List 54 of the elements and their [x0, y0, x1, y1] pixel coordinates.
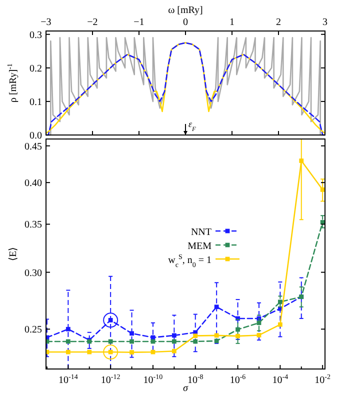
- point: [108, 339, 113, 344]
- point: [172, 339, 176, 344]
- y-tick-label: 0.0: [30, 130, 42, 142]
- y-tick-label: 0.45: [24, 141, 42, 152]
- x-tick-label: 2: [276, 17, 281, 28]
- annotation: ε$_{F}$: [188, 119, 196, 132]
- y-tick-label: 0.30: [24, 268, 42, 279]
- legend-label: MEM: [188, 241, 212, 252]
- point: [320, 187, 325, 192]
- y-tick-label: 0.2: [30, 63, 42, 74]
- x-axis-title: σ: [183, 383, 190, 393]
- point: [256, 332, 262, 338]
- x-tick-label: 3: [322, 17, 328, 28]
- point: [66, 326, 70, 332]
- point: [299, 158, 304, 163]
- x-tick-label: 10$^{-6}$: [230, 373, 246, 386]
- point: [214, 304, 219, 310]
- x-tick-label: 10$^{-4}$: [272, 373, 289, 386]
- point: [66, 350, 70, 354]
- x-tick-label: 0: [183, 17, 188, 28]
- point: [193, 334, 198, 338]
- y-tick-label: 0.1: [30, 96, 42, 108]
- y-tick-label: 0.25: [24, 324, 42, 336]
- point: [214, 333, 219, 338]
- y-axis-title: ⟨E⟩: [8, 246, 19, 261]
- x-tick-label: −1: [134, 17, 144, 28]
- x-tick-label: 10$^{-8}$: [187, 373, 204, 386]
- legend-label: w$_{c}$$^{S}$, n$_{0}$ = 1: [168, 253, 212, 269]
- point: [278, 322, 282, 327]
- y-tick-label: 0.40: [24, 178, 42, 190]
- x-tick-label: 10$^{-10}$: [143, 373, 164, 386]
- point: [66, 339, 70, 344]
- point: [278, 300, 282, 304]
- x-axis-title: ω [mRy]: [168, 5, 203, 16]
- point: [130, 331, 134, 336]
- x-tick-label: −2: [87, 17, 98, 28]
- x-tick-label: 10$^{-2}$: [314, 373, 331, 386]
- point: [256, 320, 262, 326]
- x-tick-label: 10$^{-14}$: [58, 373, 78, 386]
- x-tick-label: 10$^{-12}$: [100, 373, 121, 386]
- point: [130, 350, 134, 355]
- y-tick-label: 0.35: [24, 220, 42, 231]
- point: [214, 338, 219, 344]
- point: [193, 339, 198, 344]
- point: [172, 348, 176, 354]
- point: [130, 339, 134, 344]
- point: [172, 333, 176, 338]
- point: [236, 334, 240, 338]
- point: [87, 350, 92, 354]
- x-tick-label: −3: [40, 17, 52, 28]
- y-tick-label: 0.3: [30, 30, 42, 41]
- x-tick-label: 1: [230, 17, 234, 28]
- point: [236, 327, 240, 332]
- legend-label: NNT: [190, 227, 212, 238]
